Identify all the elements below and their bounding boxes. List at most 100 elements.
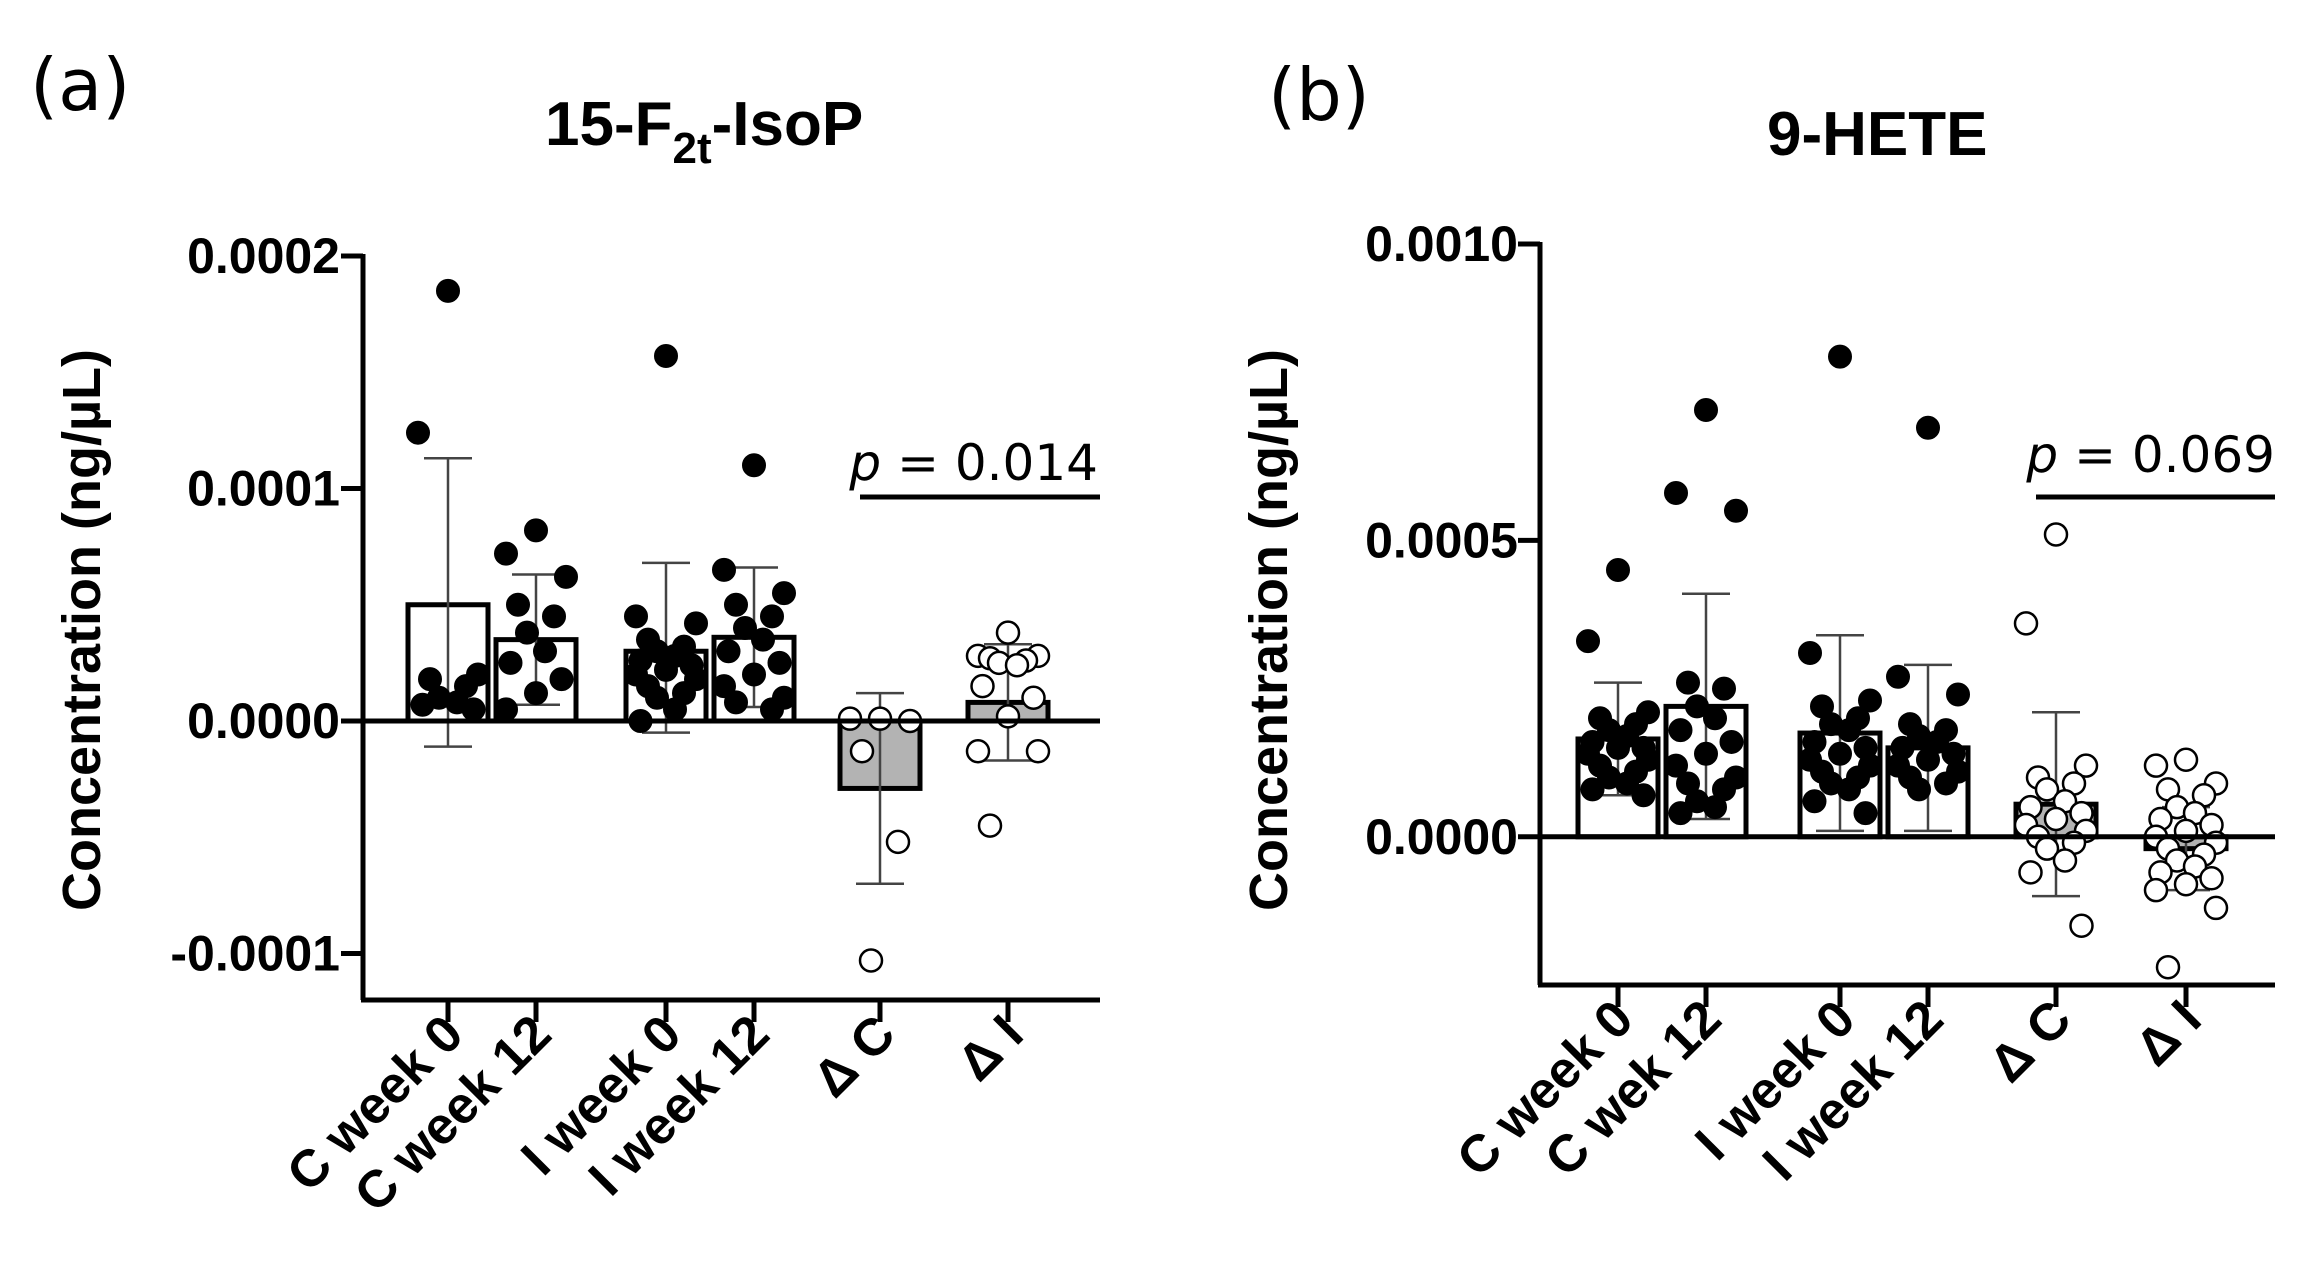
panel-a-title-main: 15-F (545, 90, 672, 159)
panel-b-data-point (2013, 611, 2039, 636)
panel-a-data-point (461, 697, 486, 722)
panel-a-data-point (494, 541, 518, 566)
panel-a-title: 15-F2t-IsoP (545, 90, 863, 173)
panel-a-data-point (712, 674, 736, 699)
panel-b-data-point (1916, 415, 1940, 440)
panel-a-data-point (515, 620, 539, 645)
panel-a-data-point (742, 453, 766, 478)
panel-b-data-point (2043, 806, 2069, 832)
panel-a-p-value-text: = 0.014 (881, 434, 1098, 492)
panel-b-data-point (2203, 895, 2229, 921)
panel-b-label: (b) (1268, 53, 1370, 137)
panel-a-data-point (965, 738, 991, 764)
panel-a-data-point (684, 611, 708, 636)
panel-b-data-point (1576, 629, 1600, 654)
panel-b-data-point (1615, 771, 1639, 796)
panel-b-data-point (2155, 954, 2181, 980)
panel-a-y-tick-label: 0.0002 (187, 228, 340, 284)
panel-a-data-point (751, 627, 775, 652)
panel-b-p-value-text: = 0.069 (2058, 426, 2275, 484)
panel-b-data-point (1724, 498, 1748, 523)
panel-a-title-suffix: -IsoP (712, 90, 864, 159)
panel-a-data-point (970, 673, 995, 699)
panel-b-y-tick-label: 0.0010 (1365, 216, 1518, 272)
panel-b-data-point (1664, 480, 1688, 505)
panel-b-data-point (1668, 718, 1693, 743)
panel-a-data-point (858, 948, 884, 973)
panel-b-data-point (1798, 641, 1822, 666)
panel-b-data-point (2018, 860, 2043, 885)
panel-b-data-point (1828, 344, 1852, 369)
panel-b-data-point (1664, 753, 1688, 778)
panel-a-category-label: Δ C (802, 1004, 906, 1108)
panel-b-data-point (1853, 801, 1878, 826)
panel-a-data-point (410, 692, 435, 717)
panel-b-y-tick-label: 0.0000 (1365, 809, 1518, 865)
panel-a-data-point (760, 604, 784, 629)
panel-b-data-point (1907, 777, 1931, 802)
panel-b-p-value: p = 0.069 (2025, 426, 2275, 484)
panel-b-data-point (1606, 558, 1630, 583)
panel-b-data-point (1703, 706, 1727, 731)
panel-a-data-point (995, 620, 1021, 645)
panel-b-data-point (1802, 789, 1827, 814)
panel-a-y-tick-label: 0.0000 (187, 693, 340, 749)
panel-b-data-point (1828, 741, 1852, 766)
panel-a-data-point (436, 278, 460, 303)
panel-a-data-point (995, 704, 1021, 729)
panel-b-data-point (2069, 913, 2094, 938)
panel-b-data-point (1676, 670, 1700, 695)
panel-b-data-point (2143, 753, 2169, 778)
panel-b-data-point (2199, 866, 2224, 891)
panel-a-data-point (654, 657, 678, 682)
panel-b-data-point (2034, 777, 2060, 802)
panel-a-data-point (524, 518, 548, 543)
panel-b-data-point (2073, 753, 2099, 778)
panel-a-data-point (1004, 652, 1030, 678)
panel-a-data-point (506, 592, 530, 617)
panel-b-data-point (2043, 522, 2069, 547)
panel-a-data-point (733, 616, 757, 640)
panel-b-data-point (1837, 777, 1861, 802)
panel-b-data-point (2052, 848, 2078, 873)
panel-a-data-point (849, 738, 875, 764)
panel-b-data-point (1606, 735, 1630, 760)
panel-a-data-point (712, 557, 736, 582)
panel-b-data-point (1837, 718, 1861, 743)
panel-b-data-point (2143, 877, 2169, 903)
panel-a: (a) 15-F2t-IsoP Concentration (ng/µL) 0.… (30, 43, 1100, 1223)
panel-b-data-point (1694, 741, 1718, 766)
panel-a-data-point (724, 690, 748, 715)
panel-a-data-point (1021, 685, 1046, 710)
panel-a-data-point (524, 681, 548, 706)
panel-b-y-tick-label: 0.0005 (1365, 512, 1518, 568)
panel-b-data-point (1946, 682, 1970, 707)
panel-a-y-tick-label: -0.0001 (170, 926, 340, 982)
panel-b-data-point (2173, 871, 2199, 897)
panel-a-y-axis-label: Concentration (ng/µL) (52, 349, 112, 911)
panel-a-p-symbol: p (848, 434, 881, 492)
panel-b-category-label: Δ C (1978, 989, 2082, 1093)
panel-a-data-point (645, 685, 669, 710)
panel-a-data-point (663, 697, 687, 722)
panel-b-data-point (1631, 783, 1656, 808)
panel-a-data-point (654, 343, 678, 368)
panel-a-category-label: Δ I (947, 1004, 1035, 1092)
panel-a-data-point (406, 420, 430, 445)
panel-a-data-point (549, 667, 574, 692)
panel-b-data-point (1703, 795, 1727, 820)
panel-b-data-point (1916, 747, 1940, 772)
panel-b-data-point (1685, 694, 1709, 719)
panel-a-y-tick-label: 0.0001 (187, 461, 340, 517)
panel-a-data-point (498, 650, 523, 675)
panel-a-data-point (772, 581, 796, 606)
panel-a-data-point (542, 604, 566, 629)
panel-a-data-point (624, 604, 648, 629)
panel-a-title-subscript: 2t (672, 124, 711, 173)
panel-b-data-point (1694, 397, 1718, 422)
panel-a-p-value: p = 0.014 (848, 434, 1098, 492)
panel-b-data-point (1858, 688, 1882, 713)
panel-a-data-point (533, 639, 557, 664)
panel-a-data-point (977, 813, 1003, 838)
